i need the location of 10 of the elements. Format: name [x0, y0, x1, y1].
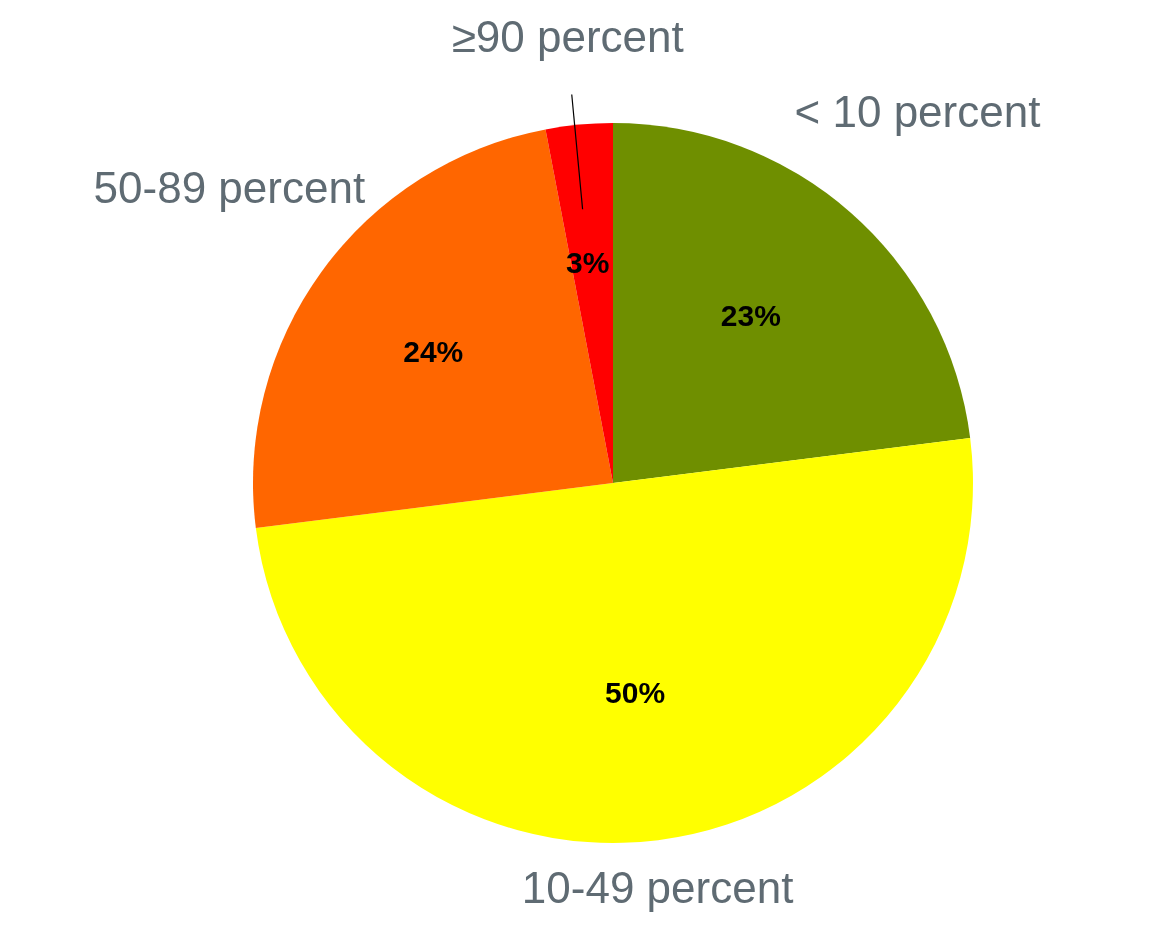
data-label: 50%: [605, 675, 666, 709]
data-label: 3%: [565, 246, 610, 280]
pie-slice: [545, 123, 613, 483]
pie-slice: [255, 437, 973, 843]
slice-label: 50-89 percent: [93, 162, 366, 212]
slice-label: 10-49 percent: [521, 862, 794, 912]
slice-label: ≥90 percent: [451, 11, 684, 61]
slice-label: < 10 percent: [794, 86, 1041, 136]
data-label: 24%: [403, 334, 464, 368]
data-label: 23%: [720, 299, 781, 333]
